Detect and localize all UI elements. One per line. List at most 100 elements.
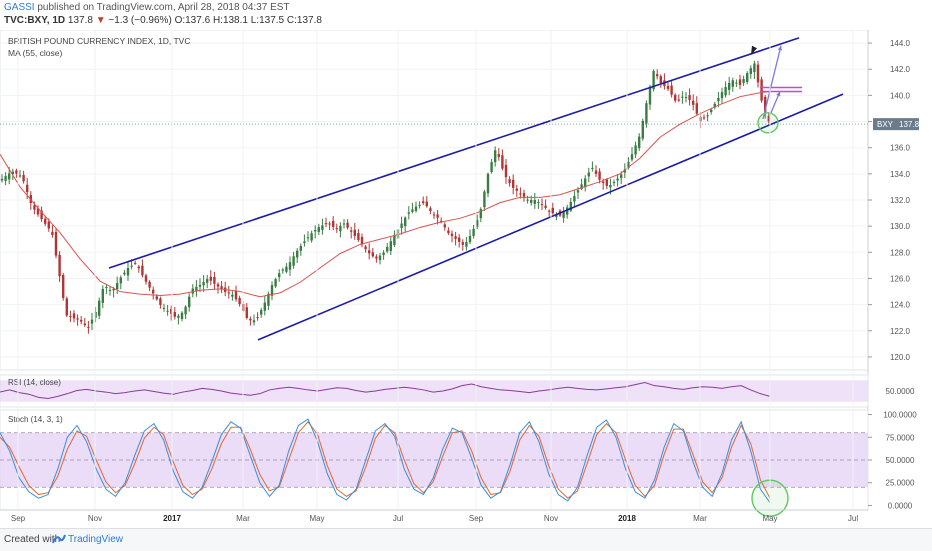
candle-body xyxy=(335,228,338,230)
candle-body xyxy=(213,276,216,284)
y-tick-label: 128.0 xyxy=(890,248,911,257)
candle-body xyxy=(764,96,767,113)
candle-body xyxy=(263,302,266,311)
candle-body xyxy=(584,178,587,188)
candle-body xyxy=(400,223,403,229)
candle-body xyxy=(310,233,313,241)
candle-body xyxy=(720,92,724,99)
x-tick-label: Mar xyxy=(236,514,250,523)
candle-body xyxy=(659,76,662,83)
candle-body xyxy=(497,154,500,157)
candle-body xyxy=(706,115,709,117)
price-pane[interactable]: 144.0142.0140.0138.0136.0134.0132.0130.0… xyxy=(0,30,920,510)
candle-body xyxy=(605,179,608,186)
candle-body xyxy=(332,220,335,227)
stoch-y-tick-label: 50.0000 xyxy=(886,456,915,465)
candle-body xyxy=(177,315,180,318)
candle-body xyxy=(702,117,706,119)
candle-body xyxy=(317,227,320,232)
stoch-k-line xyxy=(0,418,771,504)
candle-body xyxy=(62,274,65,298)
stoch-pane[interactable]: Stoch (14, 3, 1) 100.0000 75.0000 50.0000 25… xyxy=(0,409,917,517)
candle-body xyxy=(51,231,54,235)
candle-body xyxy=(278,273,281,278)
candle-body xyxy=(684,97,688,99)
candle-body xyxy=(44,218,47,224)
candle-body xyxy=(152,289,155,294)
candle-body xyxy=(8,173,11,180)
candle-body xyxy=(252,320,256,323)
candle-body xyxy=(371,252,374,257)
chart-title: BRITISH POUND CURRENCY INDEX, 1D, TVC xyxy=(8,36,190,46)
candle-body xyxy=(468,235,472,243)
candle-body xyxy=(522,193,526,197)
tradingview-link[interactable]: TradingView xyxy=(68,534,124,545)
publish-text: published on TradingView.com, April 28, … xyxy=(37,2,290,13)
candle-body xyxy=(688,95,691,100)
moving-average-line xyxy=(0,90,771,298)
candle-body xyxy=(292,256,295,266)
stoch-title: Stoch (14, 3, 1) xyxy=(8,415,63,424)
candle-body xyxy=(602,181,605,183)
candle-body xyxy=(105,286,108,288)
candle-body xyxy=(339,225,342,232)
candle-body xyxy=(422,201,425,204)
candle-body xyxy=(627,161,630,169)
candle-body xyxy=(407,212,410,214)
created-with-label: Created with xyxy=(4,534,61,545)
candle-body xyxy=(454,236,457,239)
author-name[interactable]: GASSI xyxy=(4,2,35,13)
candle-body xyxy=(760,79,763,101)
time-axis[interactable]: Sep Nov 2017 Mar May Jul Sep Nov 2018 Mar May Jul xyxy=(0,30,868,523)
candle-body xyxy=(245,307,248,318)
candle-body xyxy=(260,310,263,315)
candle-body xyxy=(425,201,428,207)
candle-body xyxy=(620,174,623,179)
candle-body xyxy=(249,318,252,321)
candle-body xyxy=(72,313,76,319)
candle-body xyxy=(630,154,634,160)
candle-body xyxy=(569,201,572,211)
x-tick-label: Sep xyxy=(11,514,26,523)
candlestick-series xyxy=(0,60,770,334)
candle-body xyxy=(188,296,191,308)
chart-header: GASSI published on TradingView.com, Apri… xyxy=(0,0,932,30)
candle-body xyxy=(112,288,115,291)
y-tick-label: 134.0 xyxy=(890,170,911,179)
candle-body xyxy=(530,200,533,203)
last-price-value: 137.8 xyxy=(899,120,920,129)
rsi-pane[interactable]: RSI (14, close) 50.0000 xyxy=(0,374,915,408)
candle-body xyxy=(447,230,450,234)
candle-body xyxy=(652,70,655,90)
y-tick-label: 144.0 xyxy=(890,39,911,48)
candle-body xyxy=(486,173,490,194)
candle-body xyxy=(144,275,148,282)
open-value: O:137.6 xyxy=(174,15,211,26)
candle-body xyxy=(148,281,151,288)
x-tick-label: May xyxy=(762,514,777,523)
x-tick-label: 2017 xyxy=(163,514,181,523)
candle-body xyxy=(299,246,302,251)
candle-body xyxy=(436,214,439,218)
candle-body xyxy=(83,323,86,326)
candle-body xyxy=(746,73,749,82)
chart-area[interactable]: 144.0142.0140.0138.0136.0134.0132.0130.0… xyxy=(0,30,932,528)
candle-body xyxy=(216,284,220,287)
upper-channel-line xyxy=(108,37,800,269)
publish-info: GASSI published on TradingView.com, Apri… xyxy=(4,2,290,13)
candle-body xyxy=(393,235,396,246)
candle-body xyxy=(184,306,187,315)
candle-body xyxy=(36,208,40,215)
y-tick-label: 122.0 xyxy=(890,327,911,336)
x-tick-label: 2018 xyxy=(618,514,636,523)
candle-body xyxy=(612,182,616,184)
candle-body xyxy=(548,210,551,212)
candle-body xyxy=(285,266,288,272)
candle-body xyxy=(519,193,522,195)
x-tick-label: Jul xyxy=(848,514,858,523)
candle-body xyxy=(80,319,83,322)
candle-body xyxy=(346,222,349,228)
highlight-circle xyxy=(757,112,779,134)
arrow-head-icon xyxy=(777,45,783,51)
candle-body xyxy=(76,318,79,320)
